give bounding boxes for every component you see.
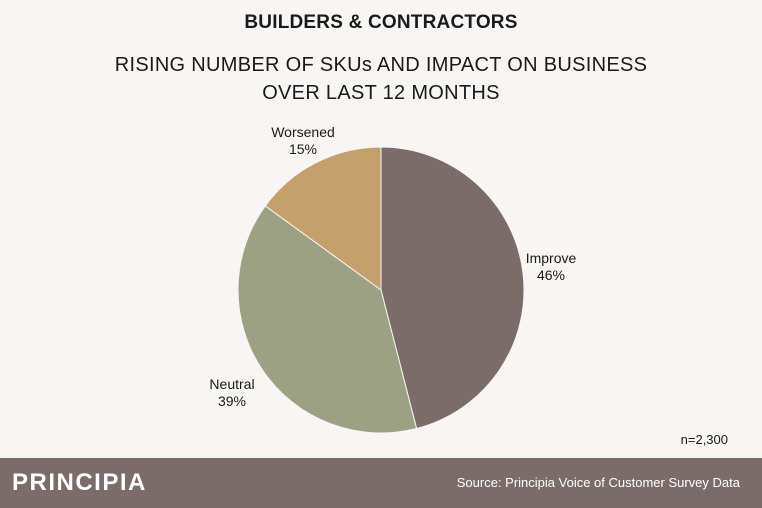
pie-slice-worsened xyxy=(264,146,382,291)
chart-title: BUILDERS & CONTRACTORS xyxy=(244,12,518,33)
pie-slice-improve xyxy=(380,146,525,430)
slice-label-worsened: Worsened 15% xyxy=(258,124,348,158)
source-note: Source: Principia Voice of Customer Surv… xyxy=(456,475,740,490)
slice-label-neutral: Neutral 39% xyxy=(193,376,271,410)
chart-subtitle: RISING NUMBER OF SKUs AND IMPACT ON BUSI… xyxy=(0,51,762,107)
chart-subtitle-line-2: OVER LAST 12 MONTHS xyxy=(262,82,500,104)
slice-value-neutral: 39% xyxy=(217,393,247,409)
slice-name-improve: Improve xyxy=(525,250,577,266)
slice-value-worsened: 15% xyxy=(288,141,318,157)
slice-name-worsened: Worsened xyxy=(271,124,335,140)
slice-label-improve: Improve 46% xyxy=(516,250,586,284)
slice-value-improve: 46% xyxy=(536,267,566,283)
slice-name-neutral: Neutral xyxy=(209,376,255,392)
footer-bar: PRINCIPIA Source: Principia Voice of Cus… xyxy=(0,458,762,508)
sample-size-note: n=2,300 xyxy=(680,432,728,447)
principia-logo: PRINCIPIA xyxy=(12,469,147,496)
pie-chart xyxy=(237,146,525,434)
chart-subtitle-line-1: RISING NUMBER OF SKUs AND IMPACT ON BUSI… xyxy=(114,54,648,76)
pie-slice-neutral xyxy=(237,205,418,434)
